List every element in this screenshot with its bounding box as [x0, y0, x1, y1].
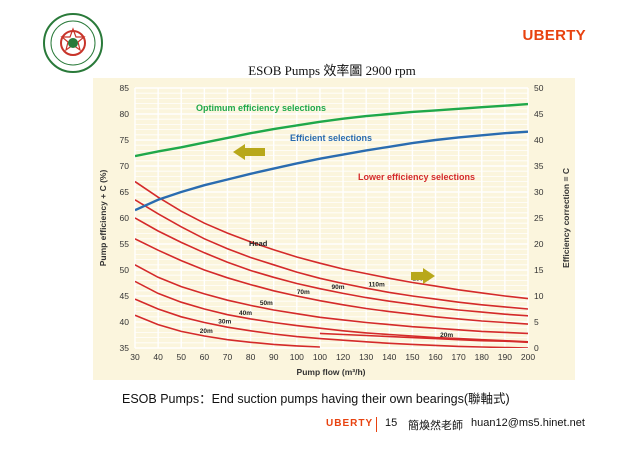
x-tick-label: 200	[521, 352, 535, 362]
page-number: 15	[385, 417, 398, 429]
annotation-optimum: Optimum efficiency selections	[196, 103, 326, 113]
x-tick-label: 40	[153, 352, 163, 362]
y-tick-label: 55	[120, 239, 130, 249]
x-tick-label: 60	[200, 352, 210, 362]
curves	[135, 102, 528, 348]
y-tick-label: 60	[120, 213, 130, 223]
footer-divider	[376, 417, 377, 432]
y-tick-label: 80	[120, 109, 130, 119]
right-arrow-icon	[411, 268, 435, 284]
x-axis-label: Pump flow (m³/h)	[297, 367, 366, 377]
y-right-tick-label: 45	[534, 109, 544, 119]
correction-curve	[135, 130, 528, 212]
head-curve-label: 70m	[297, 289, 310, 296]
head-curve-label: 30m	[218, 318, 231, 325]
head-curve	[135, 217, 528, 317]
x-tick-label: 50	[177, 352, 187, 362]
correction-curve	[135, 102, 528, 158]
caption: ESOB Pumps：End suction pumps having thei…	[122, 392, 510, 406]
efficiency-chart: 30 40 50 60 70 80 90 100 100 120 130 140 150 160 170 18…	[93, 78, 575, 380]
x-tick-label: 70	[223, 352, 233, 362]
head-curve	[135, 180, 528, 300]
head-curve	[135, 314, 320, 348]
teacher-name: 簡煥然老師	[408, 420, 463, 432]
contact-email: huan12@ms5.hinet.net	[471, 417, 585, 429]
x-tick-label: 120	[336, 352, 350, 362]
y-tick-label: 75	[120, 135, 130, 145]
y-tick-label: 70	[120, 161, 130, 171]
y-axis-right-label: Efficiency correction = C	[561, 168, 571, 268]
x-tick-label: 130	[359, 352, 373, 362]
head-curve-label: 20m	[440, 332, 453, 339]
y-right-tick-label: 20	[534, 239, 544, 249]
y-tick-label: 40	[120, 317, 130, 327]
x-tick-label: 150	[405, 352, 419, 362]
head-curve-label: 110m	[368, 282, 384, 289]
y-right-tick-label: 25	[534, 213, 544, 223]
chart-title: ESOB Pumps 效率圖 2900 rpm	[248, 63, 416, 78]
y-tick-label: 50	[120, 265, 130, 275]
head-curve	[319, 332, 528, 344]
y-right-tick-label: 5	[534, 317, 539, 327]
head-curve	[135, 199, 528, 310]
head-curve	[135, 238, 528, 325]
x-tick-label: 100	[313, 352, 327, 362]
y-right-tick-label: 10	[534, 291, 544, 301]
y-right-tick-label: 40	[534, 135, 544, 145]
x-tick-label: 170	[452, 352, 466, 362]
y-right-tick-label: 15	[534, 265, 544, 275]
head-curve-label: 20m	[200, 328, 213, 335]
head-curve	[135, 280, 528, 343]
left-arrow-icon	[233, 144, 265, 160]
university-seal-icon	[43, 13, 103, 73]
y-right-tick-label: 0	[534, 343, 539, 353]
y-tick-label: 65	[120, 187, 130, 197]
head-curve-label: 90m	[332, 284, 345, 291]
y-tick-label: 85	[120, 83, 130, 93]
x-tick-label: 190	[498, 352, 512, 362]
annotation-head: Head	[249, 239, 268, 248]
x-tick-label: 140	[382, 352, 396, 362]
x-tick-label: 90	[269, 352, 279, 362]
head-curve	[135, 298, 528, 348]
x-tick-label: 30	[130, 352, 140, 362]
x-tick-label: 100	[290, 352, 304, 362]
annotation-efficient: Efficient selections	[290, 133, 372, 143]
y-right-tick-label: 35	[534, 161, 544, 171]
head-curve-label: 50m	[260, 300, 273, 307]
y-axis-label: Pump efficiency + C (%)	[98, 170, 108, 267]
y-right-tick-label: 50	[534, 83, 544, 93]
y-tick-label: 45	[120, 291, 130, 301]
footer-brand: UBERTY	[326, 418, 374, 429]
footer: UBERTY 15 簡煥然老師 huan12@ms5.hinet.net	[0, 415, 638, 435]
head-curve	[135, 264, 528, 335]
y-right-tick-label: 30	[534, 187, 544, 197]
y-tick-label: 35	[120, 343, 130, 353]
brand-logo: UBERTY	[522, 27, 586, 44]
x-tick-label: 180	[475, 352, 489, 362]
head-curve-label: 40m	[239, 310, 252, 317]
x-tick-label: 160	[428, 352, 442, 362]
x-tick-label: 80	[246, 352, 256, 362]
ticks: 30 40 50 60 70 80 90 100 100 120 130 140 150 160 170 18…	[120, 83, 544, 362]
annotation-lower: Lower efficiency selections	[358, 172, 475, 182]
